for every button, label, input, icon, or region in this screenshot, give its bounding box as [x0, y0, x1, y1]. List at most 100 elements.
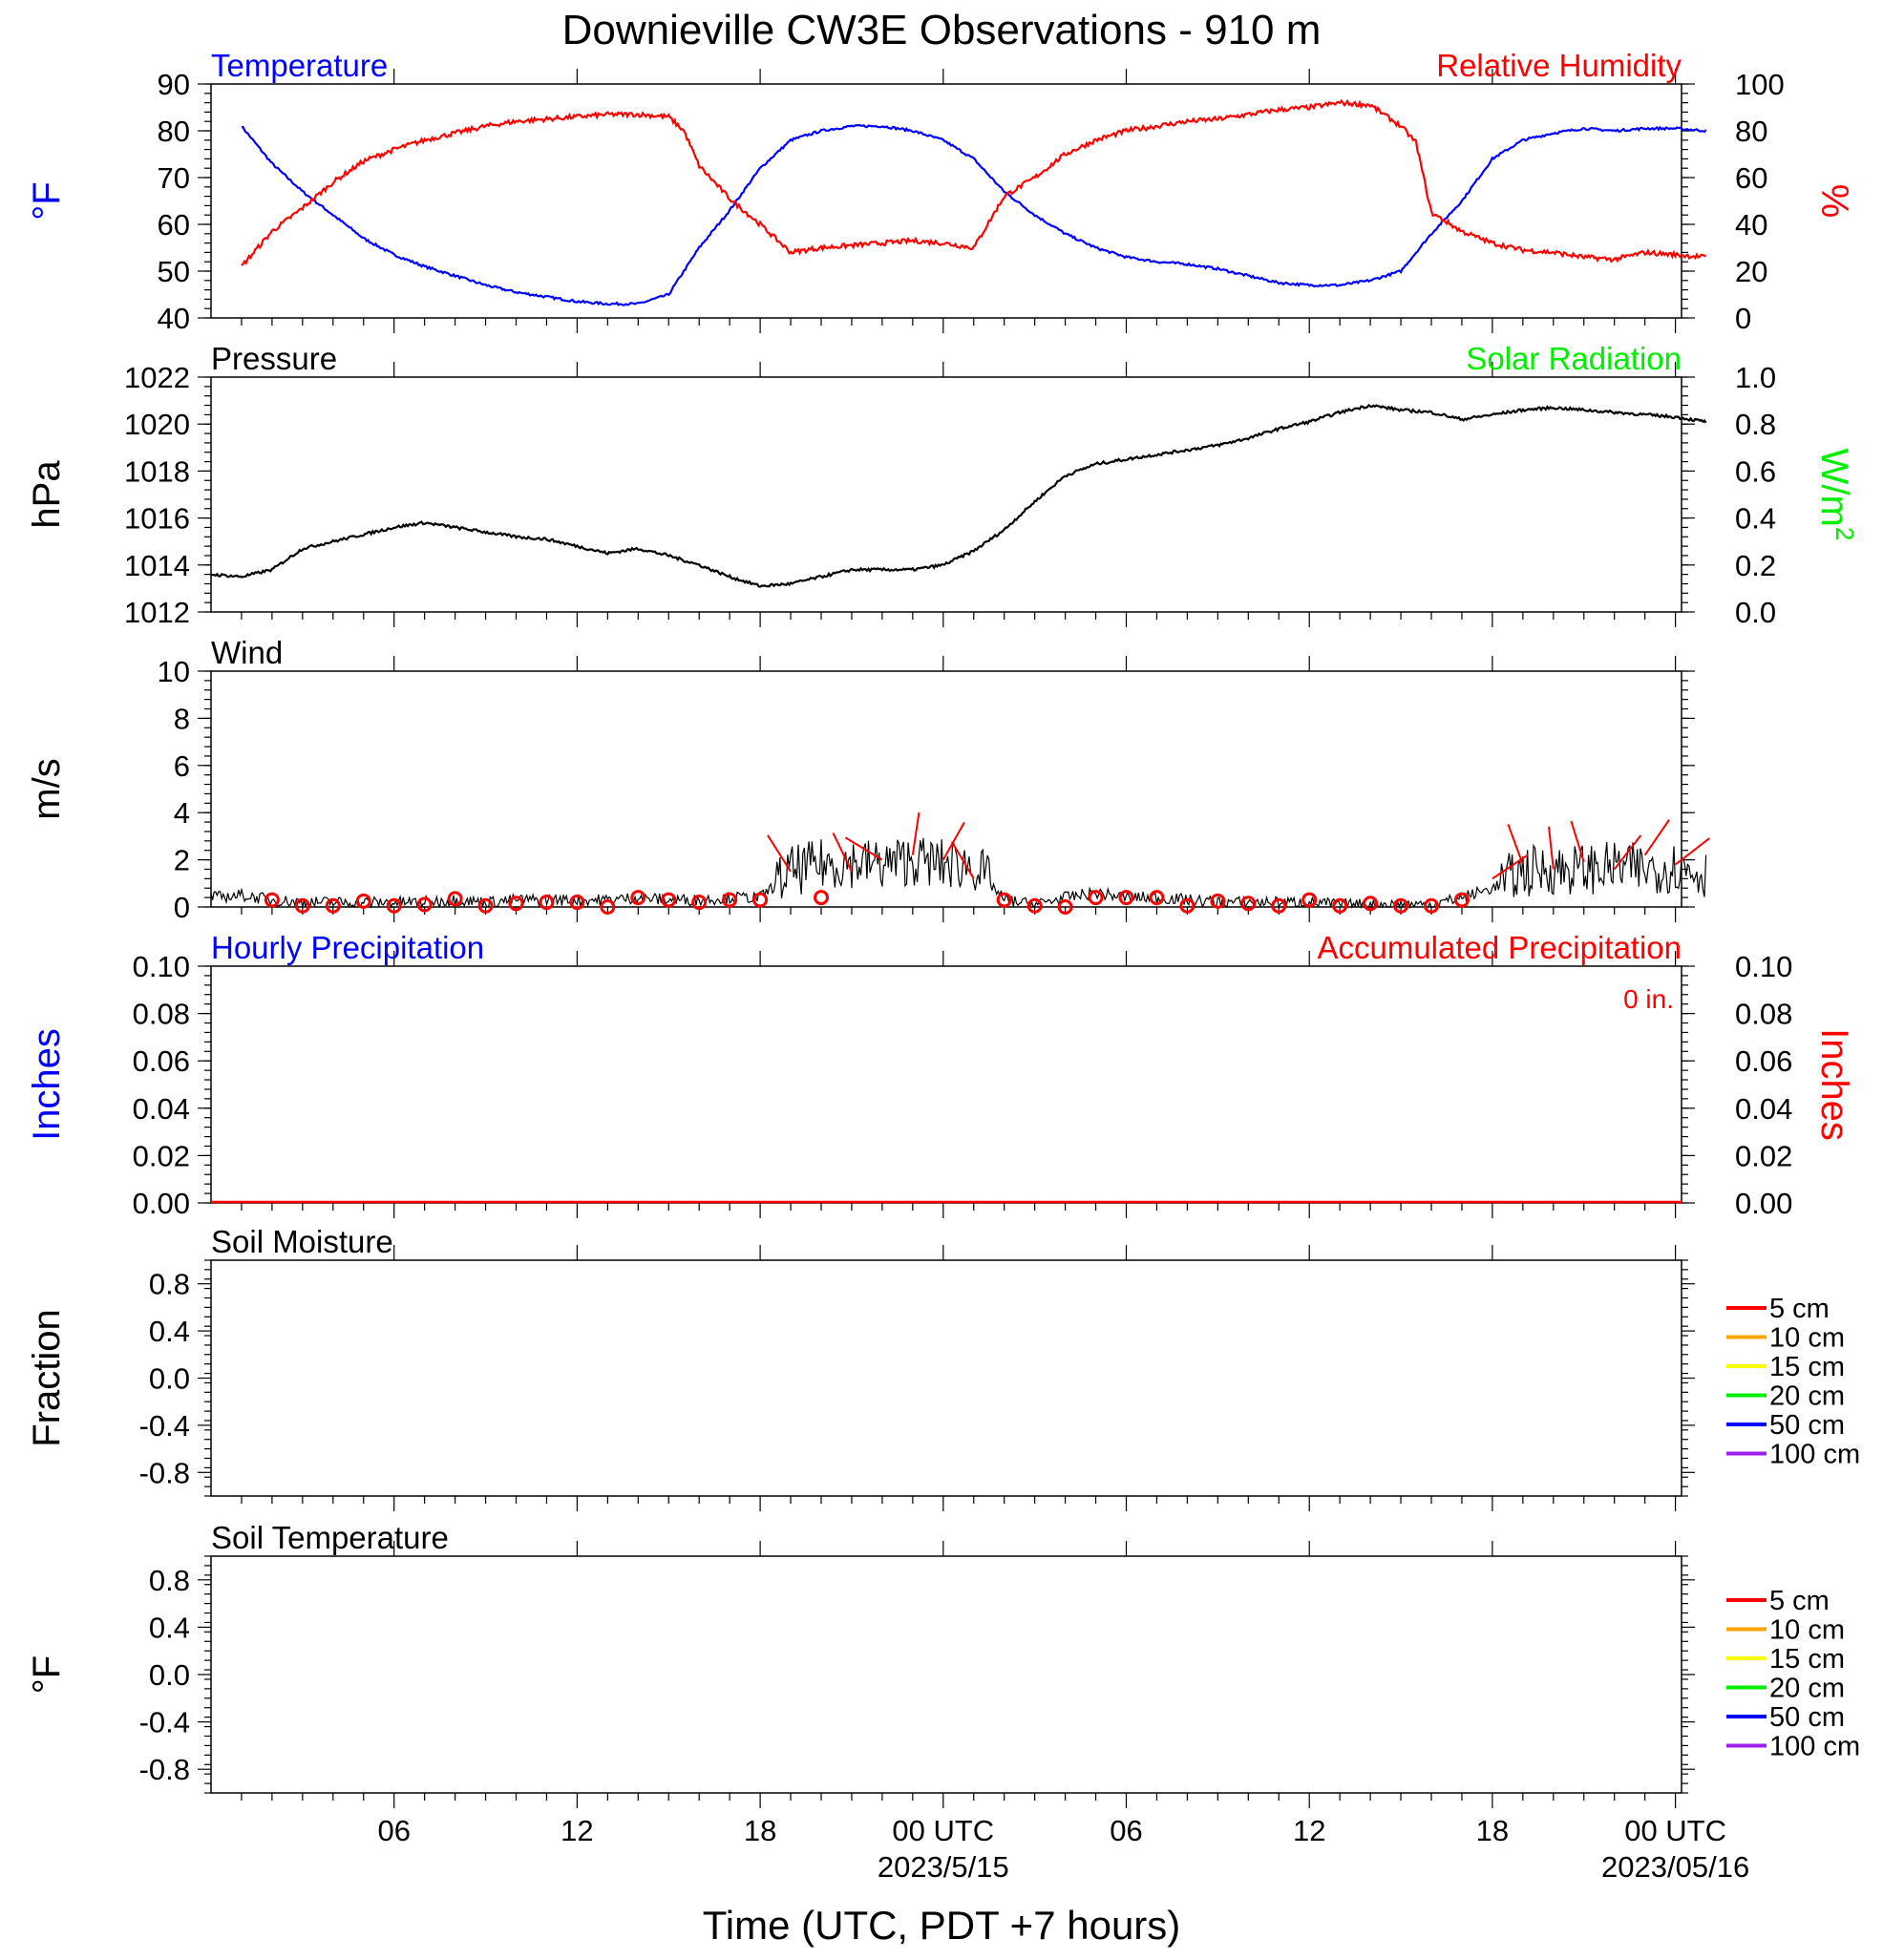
x-date-label: 2023/5/15 [878, 1850, 1009, 1884]
panel-pressure: 1012 1014 1016 1018 1020 1022 0.0 0.2 0.4 0.6 0.8 1… [26, 341, 1859, 629]
legend-label: 15 cm [1769, 1644, 1845, 1675]
y-tick-label: 0.02 [133, 1139, 190, 1172]
calm-wind-marker [630, 890, 646, 906]
calm-wind-marker [508, 896, 524, 912]
y-tick-label: 50 [158, 255, 190, 288]
panel-frame [210, 1555, 1682, 1794]
x-tick-label: 12 [561, 1814, 593, 1847]
calm-wind-marker [1210, 893, 1226, 909]
wind-barb [1613, 834, 1642, 871]
y-right-tick-label: 0.4 [1735, 502, 1776, 536]
panel-title-left: Soil Temperature [211, 1520, 449, 1555]
panel-frame [210, 376, 1682, 613]
calm-wind-marker [1240, 896, 1257, 912]
calm-wind-marker [1088, 890, 1104, 906]
y-tick-label: 0.00 [133, 1187, 190, 1220]
y-right-tick-label: 0.04 [1735, 1092, 1792, 1126]
wind-barb [767, 834, 792, 873]
y-right-tick-label: 0 [1735, 302, 1751, 335]
series-line-temperature [241, 123, 1707, 306]
y-tick-label: 0.10 [133, 950, 190, 983]
legend-label: 10 cm [1769, 1323, 1845, 1354]
y-tick-label: 0.0 [149, 1362, 190, 1396]
x-tick-label: 12 [1293, 1814, 1325, 1847]
panel-frame [210, 965, 1682, 1204]
y-right-tick-label: 0.2 [1735, 549, 1776, 582]
y-right-tick-label: 1.0 [1735, 361, 1776, 394]
legend-label: 5 cm [1769, 1294, 1830, 1324]
calm-wind-marker [569, 895, 585, 911]
legend-label: 20 cm [1769, 1674, 1845, 1704]
calm-wind-marker [355, 893, 371, 909]
calm-wind-marker [1332, 897, 1348, 914]
accumulated-annotation: 0 in. [1623, 984, 1674, 1014]
calm-wind-marker [1453, 892, 1470, 908]
legend-label: 20 cm [1769, 1381, 1845, 1412]
y-axis-label-right: % [1813, 184, 1855, 219]
y-tick-label: 1022 [124, 361, 190, 394]
y-tick-label: -0.4 [139, 1409, 190, 1443]
x-tick-label: 00 UTC [1624, 1814, 1726, 1847]
calm-wind-marker [1057, 899, 1073, 915]
legend-label: 10 cm [1769, 1615, 1845, 1646]
wind-barb [950, 841, 975, 879]
x-tick-label: 06 [377, 1814, 410, 1847]
legend-label: 5 cm [1769, 1586, 1830, 1616]
wind-barb [911, 811, 920, 855]
y-axis-label-right: Inches [1813, 1028, 1855, 1141]
wind-barb [832, 832, 853, 873]
y-tick-label: 0.04 [133, 1092, 190, 1126]
panel-precip: 0.00 0.02 0.04 0.06 0.08 0.10 0.00 0.02 0.04 0.06… [26, 930, 1855, 1220]
wind-barb [1548, 826, 1555, 870]
y-axis-label-right: W/m2 [1813, 449, 1859, 541]
y-tick-label: 8 [174, 702, 190, 735]
y-tick-label: 1018 [124, 454, 190, 488]
y-tick-label: 2 [174, 844, 190, 877]
x-date-label: 2023/05/16 [1601, 1850, 1749, 1884]
y-tick-label: 60 [158, 208, 190, 242]
y-tick-label: 0.8 [149, 1268, 190, 1301]
calm-wind-marker [447, 891, 463, 907]
y-tick-label: 10 [158, 655, 190, 688]
panel-title-right: Relative Humidity [1436, 48, 1682, 83]
panel-frame [210, 83, 1682, 319]
y-axis-label: Fraction [26, 1309, 68, 1447]
y-right-tick-label: 0.10 [1735, 950, 1792, 983]
y-right-tick-label: 20 [1735, 255, 1767, 288]
wind-barb [1507, 823, 1524, 865]
legend-label: 100 cm [1769, 1732, 1860, 1762]
y-axis-label: °F [26, 181, 68, 220]
panel-wind: 0 2 4 6 8 10 Wind m/s [26, 635, 1710, 924]
wind-barb [1675, 837, 1710, 866]
panel-title-left: Pressure [211, 341, 337, 376]
y-right-tick-label: 0.00 [1735, 1187, 1792, 1220]
y-right-tick-label: 0.0 [1735, 596, 1776, 629]
y-axis-label: Inches [26, 1028, 68, 1141]
y-tick-label: 0.4 [149, 1315, 190, 1348]
series-line-wind-speed [210, 837, 1707, 910]
wind-barb [1570, 820, 1585, 863]
y-tick-label: 0.0 [149, 1658, 190, 1692]
y-right-tick-label: 0.8 [1735, 408, 1776, 441]
panel-title-right: Accumulated Precipitation [1317, 930, 1682, 965]
calm-wind-marker [722, 892, 738, 908]
series-line-relative-humidity [241, 98, 1706, 266]
y-tick-label: 4 [174, 796, 190, 830]
calm-wind-marker [539, 895, 555, 911]
legend-label: 50 cm [1769, 1410, 1845, 1441]
legend-label: 15 cm [1769, 1352, 1845, 1382]
y-axis-label: °F [26, 1655, 68, 1694]
y-right-tick-label: 60 [1735, 161, 1767, 195]
calm-wind-marker [996, 892, 1012, 908]
calm-wind-marker [294, 897, 310, 914]
y-tick-label: 0.06 [133, 1044, 190, 1078]
panel-soilm: -0.8 -0.4 0.0 0.4 0.8 Soil Moisture Fraction 5 … [26, 1224, 1860, 1511]
calm-wind-marker [1424, 897, 1440, 914]
calm-wind-marker [1363, 896, 1379, 912]
series-line-pressure [210, 403, 1707, 588]
panel-frame [210, 1259, 1682, 1497]
